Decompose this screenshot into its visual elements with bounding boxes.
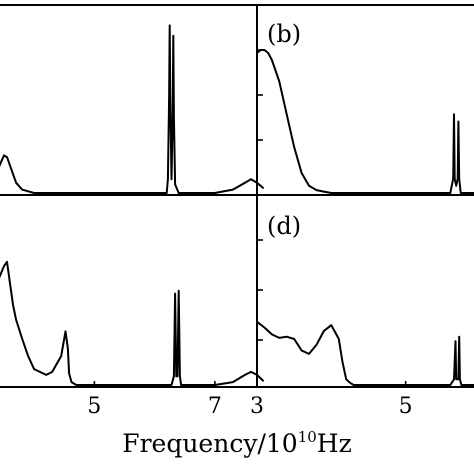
x-tick-label: 3 <box>250 394 264 419</box>
x-tick-label: 5 <box>399 394 413 419</box>
panel-d-curve <box>256 320 474 386</box>
panel-c-frame <box>0 194 258 388</box>
panel-a-frame <box>0 4 258 196</box>
x-ticks: 5 7 3 5 <box>87 381 413 419</box>
panel-c-curve <box>0 260 264 386</box>
x-axis-label-exponent: 10 <box>298 428 317 446</box>
x-axis-label: Frequency/1010Hz <box>122 428 352 458</box>
x-tick-label: 7 <box>208 394 222 419</box>
panel-b-label: (b) <box>267 20 301 48</box>
panel-b-frame <box>256 4 474 196</box>
panel-frames <box>0 4 474 388</box>
panel-d-label: (d) <box>267 212 301 240</box>
x-tick-label: 5 <box>87 394 101 419</box>
panel-a-curve <box>0 24 264 194</box>
x-axis-label-unit: Hz <box>317 429 352 458</box>
panel-b-curve <box>256 49 474 194</box>
x-axis-label-prefix: Frequency/10 <box>122 429 297 458</box>
